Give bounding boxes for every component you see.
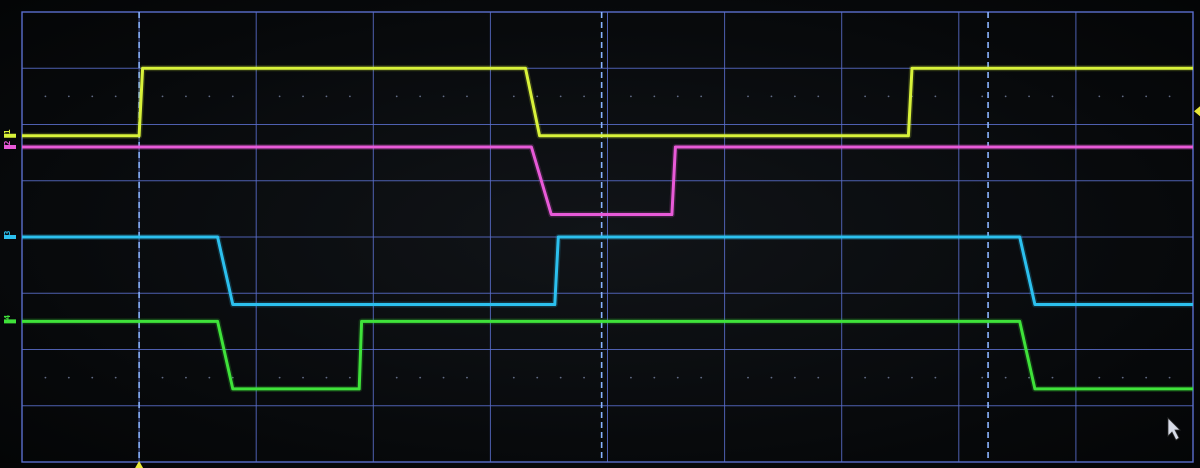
channel-label: 3 (3, 230, 12, 235)
grid-dot (864, 95, 867, 98)
grid-dot (981, 376, 984, 379)
grid-dot (442, 95, 445, 98)
grid-dot (887, 95, 890, 98)
grid-dot (1004, 95, 1007, 98)
waveform-trace (22, 66, 1193, 138)
grid-dot (536, 95, 539, 98)
grid-dot (676, 376, 679, 379)
grid-dot (536, 376, 539, 379)
grid-dot (817, 95, 820, 98)
grid-dot (161, 376, 164, 379)
grid-dot (325, 376, 328, 379)
grid-dot (348, 95, 351, 98)
grid-dot (1098, 95, 1101, 98)
grid-dot (44, 376, 47, 379)
grid-dot (91, 95, 94, 98)
grid-dot (1028, 95, 1030, 98)
grid-dot (278, 95, 281, 98)
grid-dot (1004, 376, 1007, 379)
grid-dot (442, 376, 445, 379)
grid-dot (1051, 95, 1054, 98)
waveform-trace (22, 145, 1193, 216)
grid-dot (747, 95, 749, 98)
channel-label: 4 (3, 315, 12, 320)
grid-dot (630, 376, 632, 379)
grid-dot (231, 376, 234, 379)
grid-dot (700, 95, 703, 98)
grid-dot (512, 376, 515, 379)
grid-dot (817, 376, 820, 379)
channel-marker (4, 319, 16, 324)
level-marker (1194, 106, 1200, 117)
grid-dot (700, 376, 703, 379)
trigger-marker (135, 461, 144, 468)
grid-dot (1145, 376, 1148, 379)
grid-dot (864, 376, 867, 379)
grid-dot (348, 376, 351, 379)
grid-dot (231, 95, 234, 98)
grid-dot (1098, 376, 1101, 379)
grid-dot (981, 95, 984, 98)
grid-dot (302, 95, 304, 98)
grid-dot (934, 95, 937, 98)
grid-dot (1051, 376, 1054, 379)
grid-dot (302, 376, 304, 379)
waveform-trace (22, 319, 1193, 391)
grid-dot (911, 376, 913, 379)
grid-dot (466, 376, 468, 379)
waveform-trace (22, 235, 1193, 306)
grid-dot (466, 95, 468, 98)
grid-dot (676, 95, 679, 98)
grid-dot (770, 376, 773, 379)
grid-dot (559, 376, 562, 379)
grid-dot (793, 376, 796, 379)
grid-dot (793, 95, 796, 98)
grid-dot (653, 376, 656, 379)
channel-marker (4, 145, 16, 149)
grid-dot (1028, 376, 1030, 379)
grid-dot (419, 95, 422, 98)
grid-dot (185, 95, 187, 98)
channel-marker (4, 133, 16, 138)
grid-dot (653, 95, 656, 98)
grid-dot (67, 95, 70, 98)
grid-dot (395, 376, 398, 379)
grid-dot (1145, 95, 1148, 98)
grid-dot (325, 95, 328, 98)
grid-dot (208, 376, 211, 379)
grid-dot (419, 376, 422, 379)
grid-dot (747, 376, 749, 379)
grid-dot (67, 376, 70, 379)
grid-dot (395, 95, 398, 98)
channel-label: 2 (3, 140, 12, 145)
grid-dot (91, 376, 94, 379)
grid-dot (559, 95, 562, 98)
grid-dot (583, 376, 585, 379)
grid-dot (114, 95, 117, 98)
grid-dot (1121, 95, 1124, 98)
channel-label: 1 (3, 129, 12, 134)
mouse-pointer-icon (1167, 417, 1181, 441)
grid-dot (770, 95, 773, 98)
channel-marker (4, 235, 16, 239)
grid-dot (887, 376, 890, 379)
grid-dot (208, 95, 211, 98)
grid-dot (278, 376, 281, 379)
grid-dot (1121, 376, 1124, 379)
grid-dot (512, 95, 515, 98)
grid-dot (630, 95, 632, 98)
grid-dot (185, 376, 187, 379)
grid-dot (583, 95, 585, 98)
grid-dot (934, 376, 937, 379)
grid-dot (1168, 95, 1171, 98)
grid-dot (44, 95, 47, 98)
grid-dot (1168, 376, 1171, 379)
grid-dot (161, 95, 164, 98)
grid-dot (114, 376, 117, 379)
